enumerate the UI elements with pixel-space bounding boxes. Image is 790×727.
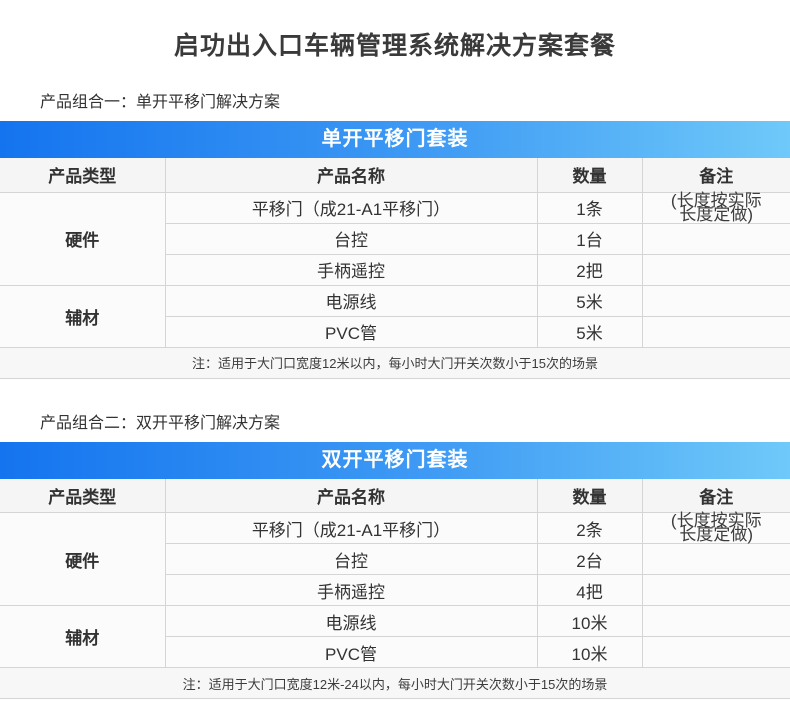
page-title: 启功出入口车辆管理系统解决方案套餐 xyxy=(173,32,616,60)
header-row: 产品类型 产品名称 数量 备注 xyxy=(0,158,790,193)
remark-cell xyxy=(641,636,790,668)
table-body: 硬件 平移门（成21-A1平移门） 2条 (长度按实际 长度定做) 台控 2台 手柄遥控 4把… xyxy=(0,512,790,668)
banner-title: 双开平移门套装 xyxy=(321,448,469,471)
product-name-cell: PVC管 xyxy=(165,636,538,668)
note-row: 注：适用于大门口宽度12米以内，每小时大门开关次数小于15次的场景 xyxy=(0,346,790,379)
quantity-cell: 10米 xyxy=(536,605,643,637)
product-name-cell: PVC管 xyxy=(165,315,538,348)
product-name-cell: 电源线 xyxy=(164,284,538,317)
remark-cell: (长度按实际 长度定做) xyxy=(641,512,790,544)
table-row: 硬件 平移门（成21-A1平移门） 2条 (长度按实际 长度定做) xyxy=(0,512,790,606)
product-name-cell: 电源线 xyxy=(164,605,538,637)
quantity-cell: 10米 xyxy=(536,636,643,668)
remark-cell xyxy=(641,543,790,575)
remark-cell xyxy=(641,222,790,255)
quantity-cell: 5米 xyxy=(536,284,643,317)
column-header: 备注 xyxy=(641,478,790,513)
product-name-cell: 台控 xyxy=(165,543,538,575)
product-type-cell: 硬件 xyxy=(0,512,166,606)
column-header: 备注 xyxy=(641,158,790,193)
product-type-cell: 硬件 xyxy=(0,191,166,286)
product-name-cell: 手柄遥控 xyxy=(165,574,538,606)
table-row: 硬件 平移门（成21-A1平移门） 1条 (长度按实际 长度定做) xyxy=(0,191,790,286)
table-row: PVC管 10米 xyxy=(0,636,790,668)
quantity-cell: 1条 xyxy=(536,191,643,224)
remark-cell xyxy=(641,284,790,317)
product-name-cell: 台控 xyxy=(165,222,538,255)
remark-cell xyxy=(641,605,790,637)
table-row: 台控 2台 xyxy=(0,543,790,575)
table-row: 辅材 电源线 5米 xyxy=(0,284,790,348)
section-banner: 双开平移门套装 xyxy=(0,441,790,479)
column-header: 数量 xyxy=(536,158,643,193)
note-text: 注：适用于大门口宽度12米-24以内，每小时大门开关次数小于15次的场景 xyxy=(182,676,608,692)
remark-cell: (长度按实际 长度定做) xyxy=(641,191,790,224)
table-row: PVC管 5米 xyxy=(0,315,790,348)
column-header: 产品名称 xyxy=(164,478,538,513)
quantity-cell: 1台 xyxy=(536,222,643,255)
note-cell: 注：适用于大门口宽度12米-24以内，每小时大门开关次数小于15次的场景 xyxy=(0,667,790,699)
note-text: 注：适用于大门口宽度12米以内，每小时大门开关次数小于15次的场景 xyxy=(192,356,598,371)
remark-cell xyxy=(641,574,790,606)
section-label: 产品组合一：单开平移门解决方案 xyxy=(40,94,281,111)
product-section: 产品组合一：单开平移门解决方案 单开平移门套装 产品类型 产品名称 数量 备注 硬件平… xyxy=(0,88,790,379)
product-name-cell: 平移门（成21-A1平移门） xyxy=(164,512,538,544)
package-table: 产品类型 产品名称 数量 备注 硬件 平移门（成21-A1平移门） 2条 (长度按实际 长度… xyxy=(0,478,790,699)
table-body: 硬件 平移门（成21-A1平移门） 1条 (长度按实际 长度定做) 台控 1台 手柄遥控 2把… xyxy=(0,191,790,348)
page: 启功出入口车辆管理系统解决方案套餐 产品组合一：单开平移门解决方案 单开平移门套… xyxy=(0,32,790,699)
product-name-cell: 平移门（成21-A1平移门） xyxy=(164,191,538,224)
column-header: 产品类型 xyxy=(0,158,166,193)
product-type-cell: 辅材 xyxy=(0,284,166,348)
column-header: 产品类型 xyxy=(0,478,166,513)
sections: 产品组合一：单开平移门解决方案 单开平移门套装 产品类型 产品名称 数量 备注 硬件平… xyxy=(0,88,790,699)
table-row: 手柄遥控 2把 xyxy=(0,253,790,286)
quantity-cell: 5米 xyxy=(536,315,643,348)
product-name-cell: 手柄遥控 xyxy=(165,253,538,286)
note-row: 注：适用于大门口宽度12米-24以内，每小时大门开关次数小于15次的场景 xyxy=(0,667,790,699)
header-row: 产品类型 产品名称 数量 备注 xyxy=(0,478,790,513)
table-row: 辅材 电源线 10米 xyxy=(0,605,790,668)
banner-title: 单开平移门套装 xyxy=(321,128,469,150)
quantity-cell: 4把 xyxy=(536,574,643,606)
section-banner: 单开平移门套装 xyxy=(0,121,790,158)
quantity-cell: 2台 xyxy=(536,543,643,575)
quantity-cell: 2条 xyxy=(536,512,643,544)
product-section: 产品组合二：双开平移门解决方案 双开平移门套装 产品类型 产品名称 数量 备注 硬件平… xyxy=(0,409,790,699)
product-type-cell: 辅材 xyxy=(0,605,166,668)
column-header: 产品名称 xyxy=(164,158,538,193)
remark-cell xyxy=(641,315,790,348)
quantity-cell: 2把 xyxy=(536,253,643,286)
section-label: 产品组合二：双开平移门解决方案 xyxy=(40,414,281,432)
column-header: 数量 xyxy=(536,478,643,513)
package-table: 产品类型 产品名称 数量 备注 硬件 平移门（成21-A1平移门） 1条 (长度按实际 长度… xyxy=(0,158,790,379)
note-cell: 注：适用于大门口宽度12米以内，每小时大门开关次数小于15次的场景 xyxy=(0,346,790,379)
table-row: 手柄遥控 4把 xyxy=(0,574,790,606)
remark-cell xyxy=(641,253,790,286)
